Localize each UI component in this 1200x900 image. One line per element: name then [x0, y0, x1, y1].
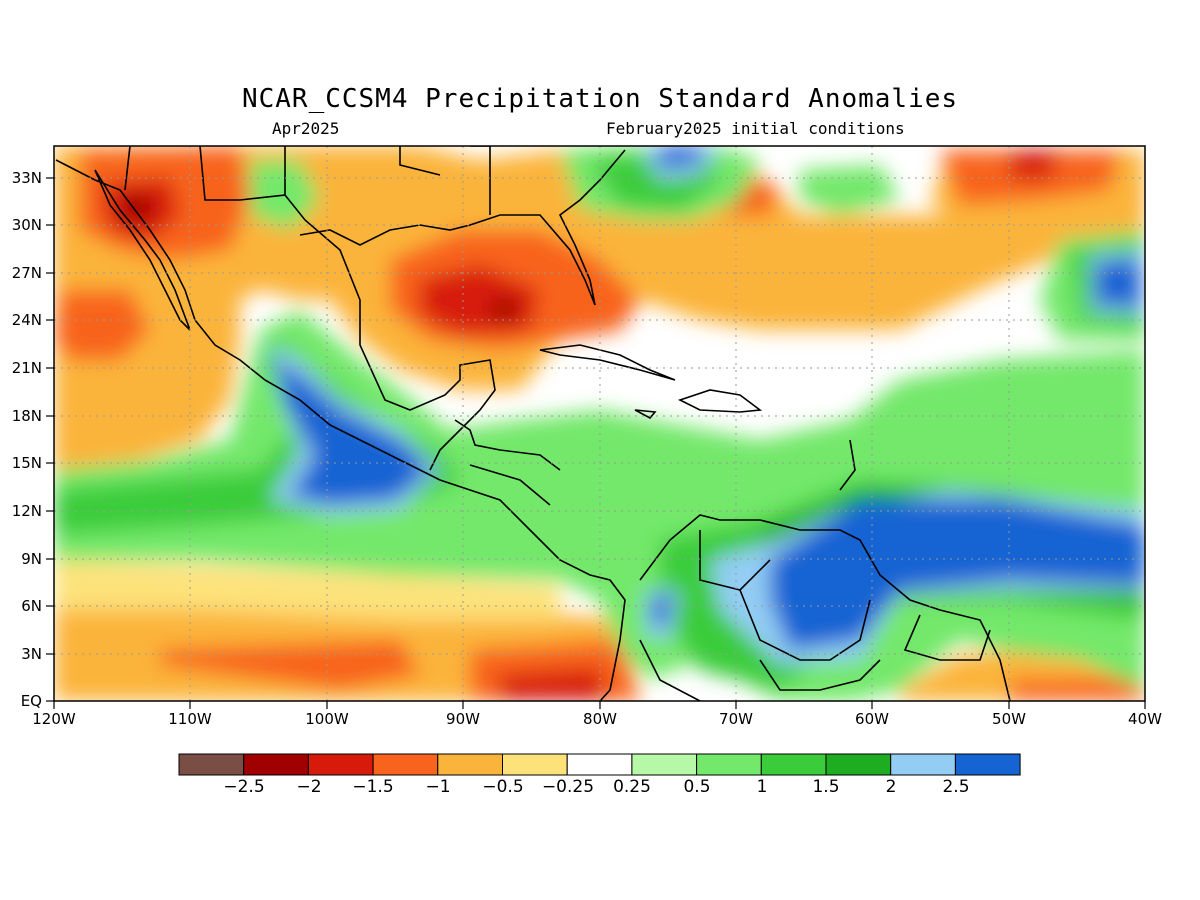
colorbar-label: −0.5: [482, 777, 524, 797]
lat-label-21n: 21N: [11, 359, 42, 377]
colorbar-swatch: [243, 753, 309, 776]
colorbar: [178, 753, 1021, 776]
coastlines: [55, 146, 1011, 701]
lat-label-6n: 6N: [21, 597, 42, 615]
colorbar-label: −2: [296, 777, 322, 797]
colorbar-label: −1.5: [352, 777, 394, 797]
colorbar-label: 1: [756, 777, 768, 797]
colorbar-label: 2: [885, 777, 897, 797]
lat-label-15n: 15N: [11, 454, 42, 472]
lon-label-70w: 70W: [719, 710, 753, 728]
lon-label-60w: 60W: [855, 710, 889, 728]
lon-label-110w: 110W: [168, 710, 212, 728]
colorbar-swatch: [178, 753, 245, 776]
lat-label-12n: 12N: [11, 502, 42, 520]
lon-label-50w: 50W: [992, 710, 1026, 728]
axis-ticks: [46, 177, 1146, 709]
colorbar-label: 2.5: [942, 777, 970, 797]
colorbar-swatch: [437, 753, 503, 776]
lon-label-90w: 90W: [446, 710, 480, 728]
colorbar-label: −2.5: [223, 777, 265, 797]
grid-lines: [54, 146, 1145, 701]
lat-label-18n: 18N: [11, 407, 42, 425]
colorbar-swatch: [307, 753, 374, 776]
colorbar-swatch: [372, 753, 439, 776]
lat-label-24n: 24N: [11, 311, 42, 329]
colorbar-swatch: [890, 753, 956, 776]
lat-label-eq: EQ: [20, 692, 42, 710]
colorbar-swatch: [631, 753, 698, 776]
colorbar-label: 0.5: [683, 777, 711, 797]
lat-label-3n: 3N: [21, 645, 42, 663]
colorbar-swatch: [825, 753, 892, 776]
colorbar-label: −0.25: [541, 777, 595, 797]
lon-label-40w: 40W: [1128, 710, 1162, 728]
lon-label-100w: 100W: [305, 710, 349, 728]
colorbar-swatch: [760, 753, 827, 776]
colorbar-label: 0.25: [613, 777, 651, 797]
anomaly-field: [54, 146, 1145, 701]
colorbar-swatch: [566, 753, 633, 776]
lon-label-120w: 120W: [32, 710, 76, 728]
colorbar-swatch: [502, 753, 568, 776]
colorbar-swatch: [696, 753, 762, 776]
lat-label-33n: 33N: [11, 169, 42, 187]
colorbar-swatch: [954, 753, 1021, 776]
init-conditions-label: February2025 initial conditions: [606, 119, 905, 138]
colorbar-label: 1.5: [812, 777, 840, 797]
lon-label-80w: 80W: [583, 710, 617, 728]
lat-label-27n: 27N: [11, 264, 42, 282]
lat-label-30n: 30N: [11, 216, 42, 234]
colorbar-label: −1: [425, 777, 451, 797]
map-title: NCAR_CCSM4 Precipitation Standard Anomal…: [241, 84, 959, 114]
lat-label-9n: 9N: [21, 550, 42, 568]
valid-month-label: Apr2025: [272, 119, 340, 138]
